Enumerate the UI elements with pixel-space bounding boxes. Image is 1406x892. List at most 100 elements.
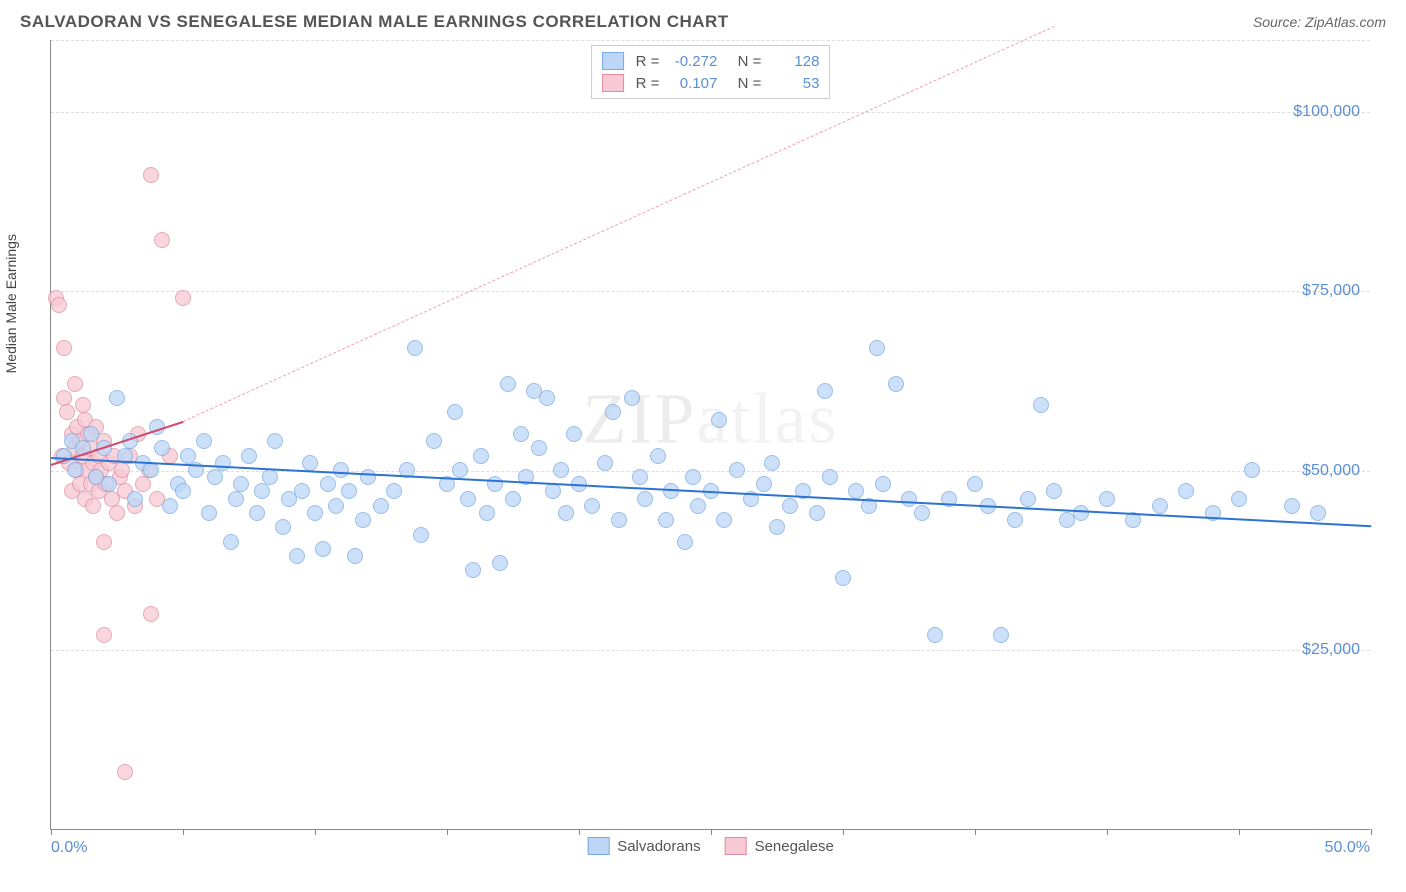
series1-point: [328, 498, 344, 514]
series1-point: [249, 505, 265, 521]
series1-point: [333, 462, 349, 478]
series1-point: [1020, 491, 1036, 507]
series2-n-value: 53: [769, 75, 819, 92]
bottom-legend: Salvadorans Senegalese: [587, 835, 834, 857]
series1-point: [605, 404, 621, 420]
x-axis-min-label: 0.0%: [51, 839, 87, 857]
series1-point: [1007, 512, 1023, 528]
series2-point: [56, 340, 72, 356]
series1-point: [901, 491, 917, 507]
chart-title: SALVADORAN VS SENEGALESE MEDIAN MALE EAR…: [20, 12, 729, 32]
series1-point: [127, 491, 143, 507]
series1-point: [1152, 498, 1168, 514]
series1-point: [637, 491, 653, 507]
series1-point: [413, 527, 429, 543]
series1-point: [597, 455, 613, 471]
series1-point: [658, 512, 674, 528]
series1-point: [386, 483, 402, 499]
legend-item-series1: Salvadorans: [587, 835, 700, 857]
series1-point: [465, 562, 481, 578]
series1-point: [685, 469, 701, 485]
series1-point: [1046, 483, 1062, 499]
series2-swatch: [602, 74, 624, 92]
gridline: [51, 291, 1370, 292]
series1-point: [373, 498, 389, 514]
series1-point: [513, 426, 529, 442]
x-tick: [843, 829, 844, 835]
source-label: Source: ZipAtlas.com: [1253, 14, 1386, 30]
series1-point: [875, 476, 891, 492]
series1-point: [201, 505, 217, 521]
series2-point: [175, 290, 191, 306]
series1-point: [624, 390, 640, 406]
series1-point: [927, 627, 943, 643]
series1-point: [207, 469, 223, 485]
series1-legend-label: Salvadorans: [617, 838, 700, 855]
y-tick-label: $50,000: [1302, 462, 1360, 480]
x-tick: [1371, 829, 1372, 835]
series2-point: [67, 376, 83, 392]
series1-point: [175, 483, 191, 499]
series1-point: [835, 570, 851, 586]
x-tick: [183, 829, 184, 835]
x-tick: [579, 829, 580, 835]
series2-point: [96, 627, 112, 643]
gridline: [51, 40, 1370, 41]
series1-point: [1231, 491, 1247, 507]
series1-point: [539, 390, 555, 406]
series2-point: [114, 462, 130, 478]
series1-point: [223, 534, 239, 550]
series2-swatch: [725, 837, 747, 855]
series1-r-value: -0.272: [667, 53, 717, 70]
series1-point: [1244, 462, 1260, 478]
series1-point: [162, 498, 178, 514]
series2-point: [143, 167, 159, 183]
series2-legend-label: Senegalese: [755, 838, 834, 855]
series1-point: [764, 455, 780, 471]
series1-point: [677, 534, 693, 550]
series1-point: [479, 505, 495, 521]
series2-point: [51, 297, 67, 313]
series1-point: [711, 412, 727, 428]
series1-point: [228, 491, 244, 507]
stats-row-series1: R = -0.272 N = 128: [602, 50, 820, 72]
x-tick: [1239, 829, 1240, 835]
series1-point: [632, 469, 648, 485]
series1-point: [289, 548, 305, 564]
gridline: [51, 650, 1370, 651]
chart-plot-area: Median Male Earnings ZIPatlas 0.0% 50.0%…: [50, 40, 1370, 830]
series1-point: [302, 455, 318, 471]
series2-point: [85, 498, 101, 514]
series1-point: [1059, 512, 1075, 528]
series1-point: [756, 476, 772, 492]
series1-point: [1284, 498, 1300, 514]
series1-point: [262, 469, 278, 485]
series2-point: [143, 606, 159, 622]
series1-point: [1099, 491, 1115, 507]
series1-point: [347, 548, 363, 564]
x-tick: [975, 829, 976, 835]
series1-point: [355, 512, 371, 528]
series1-point: [83, 426, 99, 442]
series2-point: [135, 476, 151, 492]
series1-point: [407, 340, 423, 356]
series1-point: [782, 498, 798, 514]
series1-point: [545, 483, 561, 499]
series1-point: [267, 433, 283, 449]
series2-point: [154, 232, 170, 248]
series1-point: [690, 498, 706, 514]
x-tick: [315, 829, 316, 835]
y-tick-label: $25,000: [1302, 641, 1360, 659]
x-tick: [51, 829, 52, 835]
series2-point: [117, 764, 133, 780]
series1-point: [154, 440, 170, 456]
series1-swatch: [587, 837, 609, 855]
series1-point: [1033, 397, 1049, 413]
series1-point: [869, 340, 885, 356]
series1-point: [492, 555, 508, 571]
series1-point: [729, 462, 745, 478]
r-label: R =: [636, 53, 660, 70]
correlation-stats-box: R = -0.272 N = 128 R = 0.107 N = 53: [591, 45, 831, 99]
y-tick-label: $75,000: [1302, 282, 1360, 300]
series1-point: [460, 491, 476, 507]
